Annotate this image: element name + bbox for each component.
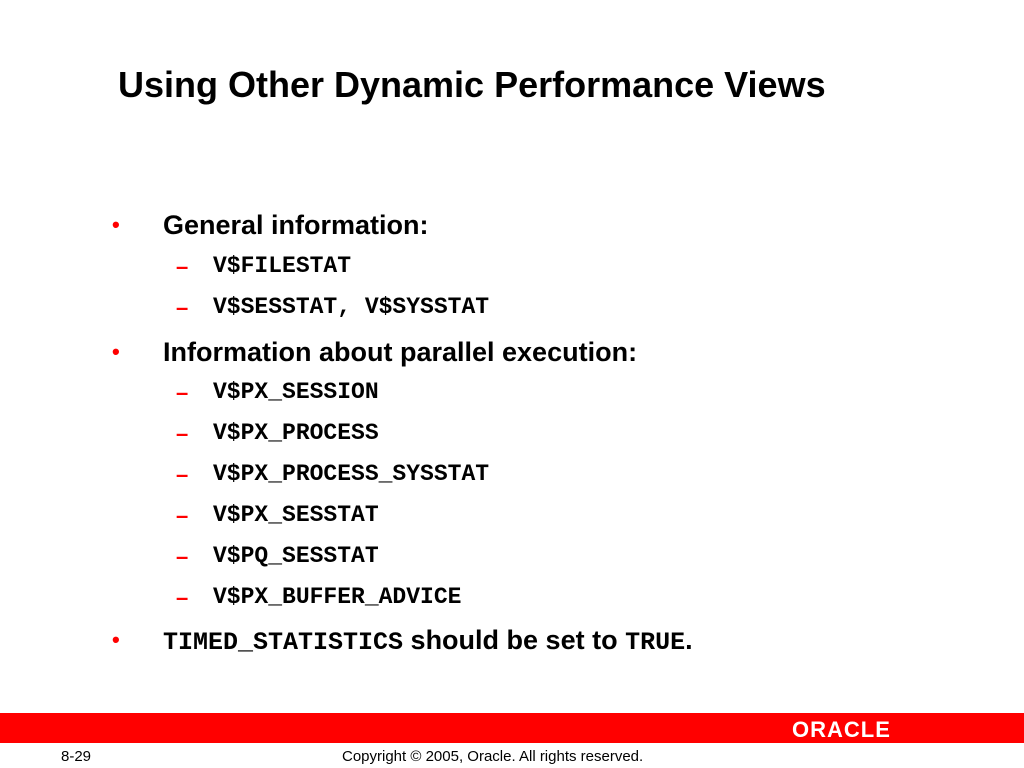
sub-item: V$SESSTAT, V$SYSSTAT [213,294,490,320]
sub-item: V$PX_SESSTAT [213,502,379,528]
text-segment: should be set to [403,625,626,655]
bullet-icon: • [112,212,120,237]
sub-item: V$PX_PROCESS_SYSSTAT [213,461,490,487]
copyright: Copyright © 2005, Oracle. All rights res… [342,748,644,765]
dash-icon: – [176,462,189,487]
oracle-logo: ORACLE [792,717,891,742]
code-text: TIMED_STATISTICS [163,628,404,657]
page-number: 8-29 [61,748,92,765]
sub-item: V$PX_SESSION [213,379,379,405]
dash-icon: – [176,295,189,320]
slide-title: Using Other Dynamic Performance Views [118,64,826,105]
dash-icon: – [176,503,189,528]
sub-item: V$PX_PROCESS [213,420,379,446]
bullet-icon: • [112,339,120,364]
dash-icon: – [176,421,189,446]
sub-item: V$PQ_SESSTAT [213,543,379,569]
bullet-text: Information about parallel execution: [163,337,638,367]
dash-icon: – [176,585,189,610]
text-segment: . [685,625,693,655]
bullet-text: TIMED_STATISTICS should be set to TRUE. [163,625,693,657]
code-text: TRUE [625,628,686,657]
bullet-icon: • [112,627,120,652]
dash-icon: – [176,254,189,279]
footer-band [0,713,1024,743]
dash-icon: – [176,544,189,569]
bullet-text: General information: [163,210,429,240]
sub-item: V$PX_BUFFER_ADVICE [213,584,462,610]
sub-item: V$FILESTAT [213,253,352,279]
dash-icon: – [176,380,189,405]
